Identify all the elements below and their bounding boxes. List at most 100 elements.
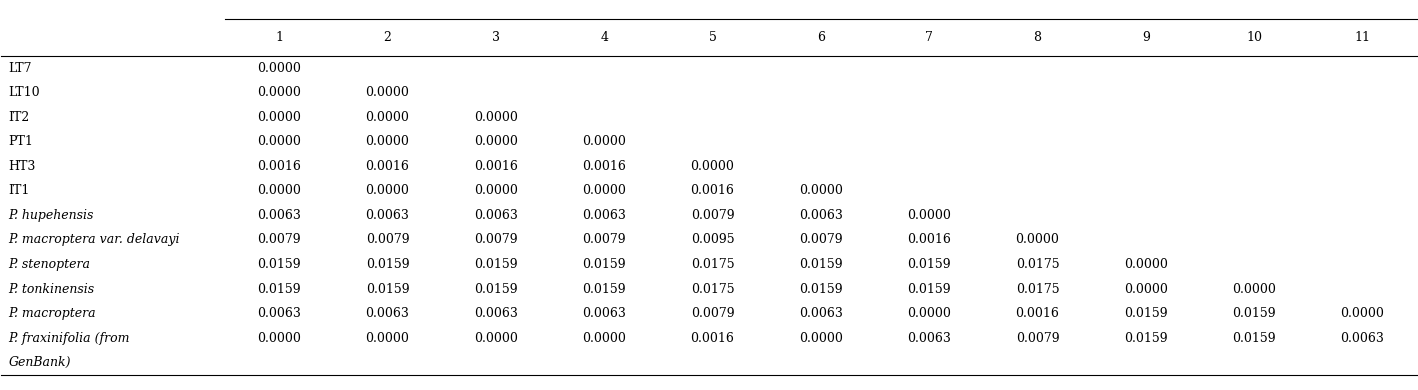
Text: 5: 5: [709, 31, 716, 44]
Text: P. stenoptera: P. stenoptera: [9, 258, 91, 271]
Text: 0.0000: 0.0000: [257, 62, 301, 74]
Text: 0.0000: 0.0000: [366, 135, 410, 148]
Text: 0.0159: 0.0159: [366, 282, 410, 296]
Text: GenBank): GenBank): [9, 356, 71, 369]
Text: PT1: PT1: [9, 135, 34, 148]
Text: 0.0159: 0.0159: [798, 282, 842, 296]
Text: 0.0175: 0.0175: [1015, 282, 1059, 296]
Text: 0.0016: 0.0016: [583, 160, 627, 173]
Text: 0.0079: 0.0079: [798, 233, 842, 246]
Text: 0.0175: 0.0175: [691, 282, 735, 296]
Text: 0.0000: 0.0000: [257, 135, 301, 148]
Text: 0.0000: 0.0000: [908, 209, 951, 222]
Text: 0.0063: 0.0063: [798, 307, 842, 320]
Text: IT2: IT2: [9, 111, 30, 124]
Text: 0.0063: 0.0063: [798, 209, 842, 222]
Text: 0.0000: 0.0000: [583, 184, 627, 197]
Text: 0.0063: 0.0063: [366, 307, 410, 320]
Text: 0.0000: 0.0000: [1124, 282, 1168, 296]
Text: 0.0000: 0.0000: [1232, 282, 1276, 296]
Text: 0.0016: 0.0016: [908, 233, 951, 246]
Text: 0.0016: 0.0016: [691, 184, 735, 197]
Text: 0.0000: 0.0000: [1015, 233, 1059, 246]
Text: 0.0159: 0.0159: [474, 258, 518, 271]
Text: 0.0000: 0.0000: [366, 332, 410, 345]
Text: 0.0159: 0.0159: [1232, 332, 1276, 345]
Text: 0.0175: 0.0175: [1015, 258, 1059, 271]
Text: 0.0063: 0.0063: [474, 209, 518, 222]
Text: 0.0063: 0.0063: [474, 307, 518, 320]
Text: 10: 10: [1246, 31, 1262, 44]
Text: 0.0159: 0.0159: [1124, 307, 1167, 320]
Text: 0.0000: 0.0000: [474, 184, 518, 197]
Text: 0.0063: 0.0063: [257, 307, 301, 320]
Text: HT3: HT3: [9, 160, 35, 173]
Text: 0.0000: 0.0000: [257, 86, 301, 99]
Text: 6: 6: [817, 31, 825, 44]
Text: 0.0159: 0.0159: [1232, 307, 1276, 320]
Text: 0.0000: 0.0000: [798, 332, 842, 345]
Text: 0.0159: 0.0159: [474, 282, 518, 296]
Text: 0.0016: 0.0016: [474, 160, 518, 173]
Text: 0.0079: 0.0079: [366, 233, 410, 246]
Text: 0.0159: 0.0159: [583, 282, 625, 296]
Text: 0.0000: 0.0000: [474, 332, 518, 345]
Text: 0.0000: 0.0000: [257, 332, 301, 345]
Text: LT10: LT10: [9, 86, 40, 99]
Text: 0.0016: 0.0016: [691, 332, 735, 345]
Text: 0.0000: 0.0000: [257, 111, 301, 124]
Text: 0.0063: 0.0063: [366, 209, 410, 222]
Text: 0.0000: 0.0000: [583, 135, 627, 148]
Text: 8: 8: [1034, 31, 1041, 44]
Text: 0.0016: 0.0016: [1015, 307, 1059, 320]
Text: 0.0159: 0.0159: [908, 282, 951, 296]
Text: 0.0079: 0.0079: [474, 233, 518, 246]
Text: 0.0159: 0.0159: [257, 258, 301, 271]
Text: 0.0079: 0.0079: [691, 209, 735, 222]
Text: LT7: LT7: [9, 62, 33, 74]
Text: 0.0000: 0.0000: [691, 160, 735, 173]
Text: 0.0063: 0.0063: [583, 307, 627, 320]
Text: 0.0079: 0.0079: [583, 233, 625, 246]
Text: P. tonkinensis: P. tonkinensis: [9, 282, 95, 296]
Text: 0.0000: 0.0000: [257, 184, 301, 197]
Text: 0.0063: 0.0063: [257, 209, 301, 222]
Text: 0.0079: 0.0079: [691, 307, 735, 320]
Text: 7: 7: [925, 31, 933, 44]
Text: 0.0159: 0.0159: [798, 258, 842, 271]
Text: 0.0000: 0.0000: [908, 307, 951, 320]
Text: 0.0000: 0.0000: [798, 184, 842, 197]
Text: 11: 11: [1354, 31, 1370, 44]
Text: 0.0079: 0.0079: [257, 233, 301, 246]
Text: 9: 9: [1141, 31, 1150, 44]
Text: 0.0175: 0.0175: [691, 258, 735, 271]
Text: P. macroptera var. delavayi: P. macroptera var. delavayi: [9, 233, 180, 246]
Text: 0.0079: 0.0079: [1015, 332, 1059, 345]
Text: 0.0159: 0.0159: [257, 282, 301, 296]
Text: 0.0159: 0.0159: [366, 258, 410, 271]
Text: 0.0159: 0.0159: [908, 258, 951, 271]
Text: 0.0159: 0.0159: [1124, 332, 1167, 345]
Text: 0.0095: 0.0095: [691, 233, 735, 246]
Text: 0.0016: 0.0016: [257, 160, 301, 173]
Text: 0.0000: 0.0000: [583, 332, 627, 345]
Text: P. fraxinifolia (from: P. fraxinifolia (from: [9, 332, 130, 345]
Text: 0.0000: 0.0000: [474, 135, 518, 148]
Text: P. hupehensis: P. hupehensis: [9, 209, 94, 222]
Text: 4: 4: [600, 31, 608, 44]
Text: 2: 2: [383, 31, 391, 44]
Text: 0.0063: 0.0063: [583, 209, 627, 222]
Text: 0.0000: 0.0000: [366, 111, 410, 124]
Text: 0.0063: 0.0063: [1340, 332, 1384, 345]
Text: P. macroptera: P. macroptera: [9, 307, 96, 320]
Text: 3: 3: [492, 31, 499, 44]
Text: IT1: IT1: [9, 184, 30, 197]
Text: 0.0159: 0.0159: [583, 258, 625, 271]
Text: 0.0000: 0.0000: [366, 86, 410, 99]
Text: 0.0063: 0.0063: [908, 332, 951, 345]
Text: 0.0000: 0.0000: [366, 184, 410, 197]
Text: 0.0016: 0.0016: [366, 160, 410, 173]
Text: 0.0000: 0.0000: [474, 111, 518, 124]
Text: 0.0000: 0.0000: [1124, 258, 1168, 271]
Text: 0.0000: 0.0000: [1340, 307, 1384, 320]
